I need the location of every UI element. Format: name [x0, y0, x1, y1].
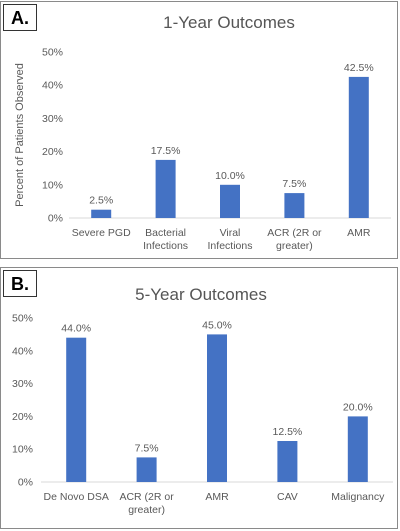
y-tick-label: 40% — [42, 80, 63, 92]
data-label: 2.5% — [89, 195, 113, 207]
data-label: 12.5% — [273, 426, 303, 438]
y-tick-label: 10% — [12, 444, 33, 456]
bar — [207, 334, 227, 482]
category-label: ACR (2R or greater) — [267, 227, 322, 252]
y-tick-label: 30% — [42, 113, 63, 125]
y-tick-label: 20% — [42, 146, 63, 158]
category-label: CAV — [277, 491, 298, 503]
bar — [348, 76, 369, 219]
category-label-line: Infections — [143, 240, 188, 252]
category-label-line: greater) — [128, 504, 165, 516]
category-label: De Novo DSA — [44, 491, 109, 503]
y-tick-label: 30% — [12, 378, 33, 390]
data-label: 45.0% — [202, 319, 232, 331]
category-label: ACR (2R or greater) — [119, 491, 174, 516]
bar — [347, 416, 368, 482]
bar — [277, 441, 298, 482]
data-label: 20.0% — [343, 401, 373, 413]
category-label-line: ACR (2R or — [119, 491, 174, 503]
data-label: 7.5% — [135, 442, 159, 454]
y-tick-label: 40% — [12, 345, 33, 357]
chart-title: 1-Year Outcomes — [163, 13, 295, 32]
chart-a: 1-Year Outcomes Percent of Patients Obser… — [14, 13, 391, 252]
bar — [220, 184, 240, 218]
data-label: 7.5% — [282, 178, 306, 190]
panel-label: B. — [3, 270, 37, 297]
y-tick-label: 50% — [42, 47, 63, 59]
category-label-line: De Novo DSA — [44, 491, 109, 503]
data-label: 10.0% — [215, 170, 245, 182]
y-axis-label: Percent of Patients Observed — [14, 63, 26, 207]
category-label-line: Infections — [208, 240, 253, 252]
panel-a: A. 1-Year Outcomes Percent of Patients Ob… — [0, 1, 398, 259]
bar — [155, 159, 176, 218]
bar — [91, 209, 112, 218]
y-tick-label: 0% — [48, 213, 63, 225]
y-tick-label: 0% — [18, 477, 33, 489]
category-label-line: ACR (2R or — [267, 227, 322, 239]
chart-b: 5-Year Outcomes 0% 10% 20% 30% 40% 50% 44.0% De … — [12, 285, 393, 516]
data-label: 42.5% — [344, 62, 374, 74]
bar — [66, 337, 87, 482]
category-label-line: Malignancy — [331, 491, 385, 503]
y-tick-label: 20% — [12, 411, 33, 423]
category-label-line: Severe PGD — [72, 227, 131, 239]
category-label: AMR — [205, 491, 229, 503]
category-label-line: greater) — [276, 240, 313, 252]
bar — [136, 457, 157, 482]
panel-b: B. 5-Year Outcomes 0% 10% 20% 30% 40% 50% 44.0%… — [0, 267, 398, 529]
category-label-line: AMR — [347, 227, 371, 239]
category-label-line: Bacterial — [145, 227, 186, 239]
chart-title: 5-Year Outcomes — [135, 285, 267, 304]
data-label: 44.0% — [61, 323, 91, 335]
bar — [284, 193, 305, 218]
category-label-line: AMR — [205, 491, 229, 503]
y-tick-label: 10% — [42, 179, 63, 191]
y-tick-label: 50% — [12, 313, 33, 325]
category-label: Malignancy — [331, 491, 385, 503]
category-label: Severe PGD — [72, 227, 131, 239]
category-label: Viral Infections — [208, 227, 253, 252]
category-label: AMR — [347, 227, 371, 239]
category-label-line: Viral — [220, 227, 241, 239]
category-label: Bacterial Infections — [143, 227, 188, 252]
data-label: 17.5% — [151, 145, 181, 157]
category-label-line: CAV — [277, 491, 298, 503]
panel-label: A. — [3, 4, 37, 31]
